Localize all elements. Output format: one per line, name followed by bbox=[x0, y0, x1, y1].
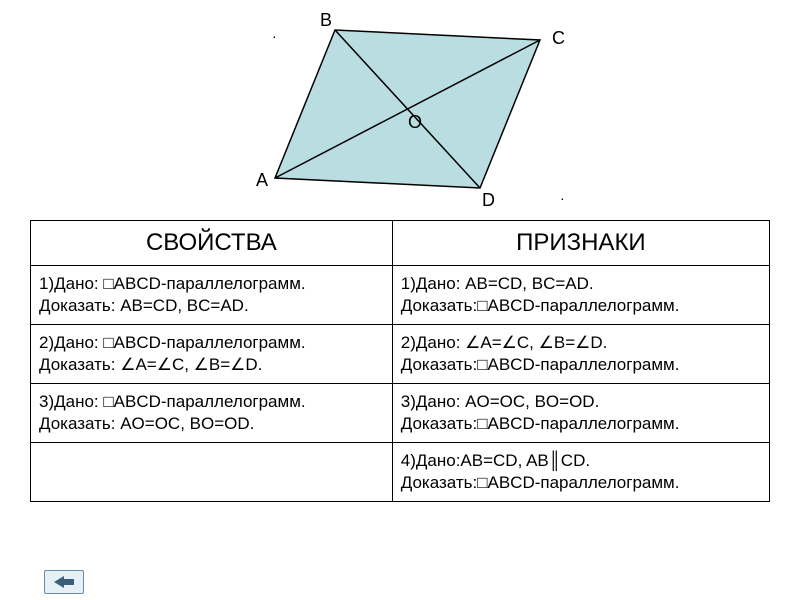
cell-left bbox=[31, 443, 393, 502]
cell-line: Доказать:□ABCD-параллелограмм. bbox=[401, 296, 761, 316]
cell-line: Доказать:□ABCD-параллелограмм. bbox=[401, 414, 761, 434]
cell-left: 2)Дано: □ABCD-параллелограмм.Доказать: ∠… bbox=[31, 325, 393, 384]
cell-line: Доказать:□ABCD-параллелограмм. bbox=[401, 355, 761, 375]
cell-line: 1)Дано: □ABCD-параллелограмм. bbox=[39, 274, 384, 294]
vertex-label-d: D bbox=[482, 190, 495, 211]
header-properties: СВОЙСТВА bbox=[31, 221, 393, 266]
cell-line: 2)Дано: ∠A=∠C, ∠B=∠D. bbox=[401, 333, 761, 353]
vertex-label-a: A bbox=[256, 170, 268, 191]
diagram-svg bbox=[0, 0, 800, 220]
cell-line: 1)Дано: AB=CD, BC=AD. bbox=[401, 274, 761, 294]
cell-line: Доказать:□ABCD-параллелограмм. bbox=[401, 473, 761, 493]
header-criteria: ПРИЗНАКИ bbox=[392, 221, 769, 266]
cell-line: 3)Дано: □ABCD-параллелограмм. bbox=[39, 392, 384, 412]
cell-right: 4)Дано:AB=CD, AB║CD.Доказать:□ABCD-парал… bbox=[392, 443, 769, 502]
cell-left: 1)Дано: □ABCD-параллелограмм.Доказать: A… bbox=[31, 266, 393, 325]
stray-dot-1: · bbox=[560, 190, 565, 206]
stray-dot-0: · bbox=[272, 28, 277, 44]
table-row: 3)Дано: □ABCD-параллелограмм.Доказать: A… bbox=[31, 384, 770, 443]
table-body: 1)Дано: □ABCD-параллелограмм.Доказать: A… bbox=[31, 266, 770, 502]
back-arrow-icon bbox=[54, 576, 74, 588]
table-row: 2)Дано: □ABCD-параллелограмм.Доказать: ∠… bbox=[31, 325, 770, 384]
cell-right: 2)Дано: ∠A=∠C, ∠B=∠D.Доказать:□ABCD-пара… bbox=[392, 325, 769, 384]
cell-line: Доказать: ∠A=∠C, ∠B=∠D. bbox=[39, 355, 384, 375]
cell-line: 4)Дано:AB=CD, AB║CD. bbox=[401, 451, 761, 471]
vertex-label-o: O bbox=[408, 112, 422, 133]
cell-line: Доказать: AO=OC, BO=OD. bbox=[39, 414, 384, 434]
parallelogram-diagram: A B C D O · · bbox=[0, 0, 800, 220]
vertex-label-b: B bbox=[320, 10, 332, 31]
vertex-label-c: C bbox=[552, 28, 565, 49]
cell-right: 1)Дано: AB=CD, BC=AD.Доказать:□ABCD-пара… bbox=[392, 266, 769, 325]
table-row: 4)Дано:AB=CD, AB║CD.Доказать:□ABCD-парал… bbox=[31, 443, 770, 502]
back-button[interactable] bbox=[44, 570, 84, 594]
table-row: 1)Дано: □ABCD-параллелограмм.Доказать: A… bbox=[31, 266, 770, 325]
cell-right: 3)Дано: AO=OC, BO=OD.Доказать:□ABCD-пара… bbox=[392, 384, 769, 443]
cell-line: Доказать: AB=CD, BC=AD. bbox=[39, 296, 384, 316]
properties-criteria-table: СВОЙСТВА ПРИЗНАКИ 1)Дано: □ABCD-параллел… bbox=[30, 220, 770, 502]
cell-line: 3)Дано: AO=OC, BO=OD. bbox=[401, 392, 761, 412]
cell-left: 3)Дано: □ABCD-параллелограмм.Доказать: A… bbox=[31, 384, 393, 443]
cell-line: 2)Дано: □ABCD-параллелограмм. bbox=[39, 333, 384, 353]
